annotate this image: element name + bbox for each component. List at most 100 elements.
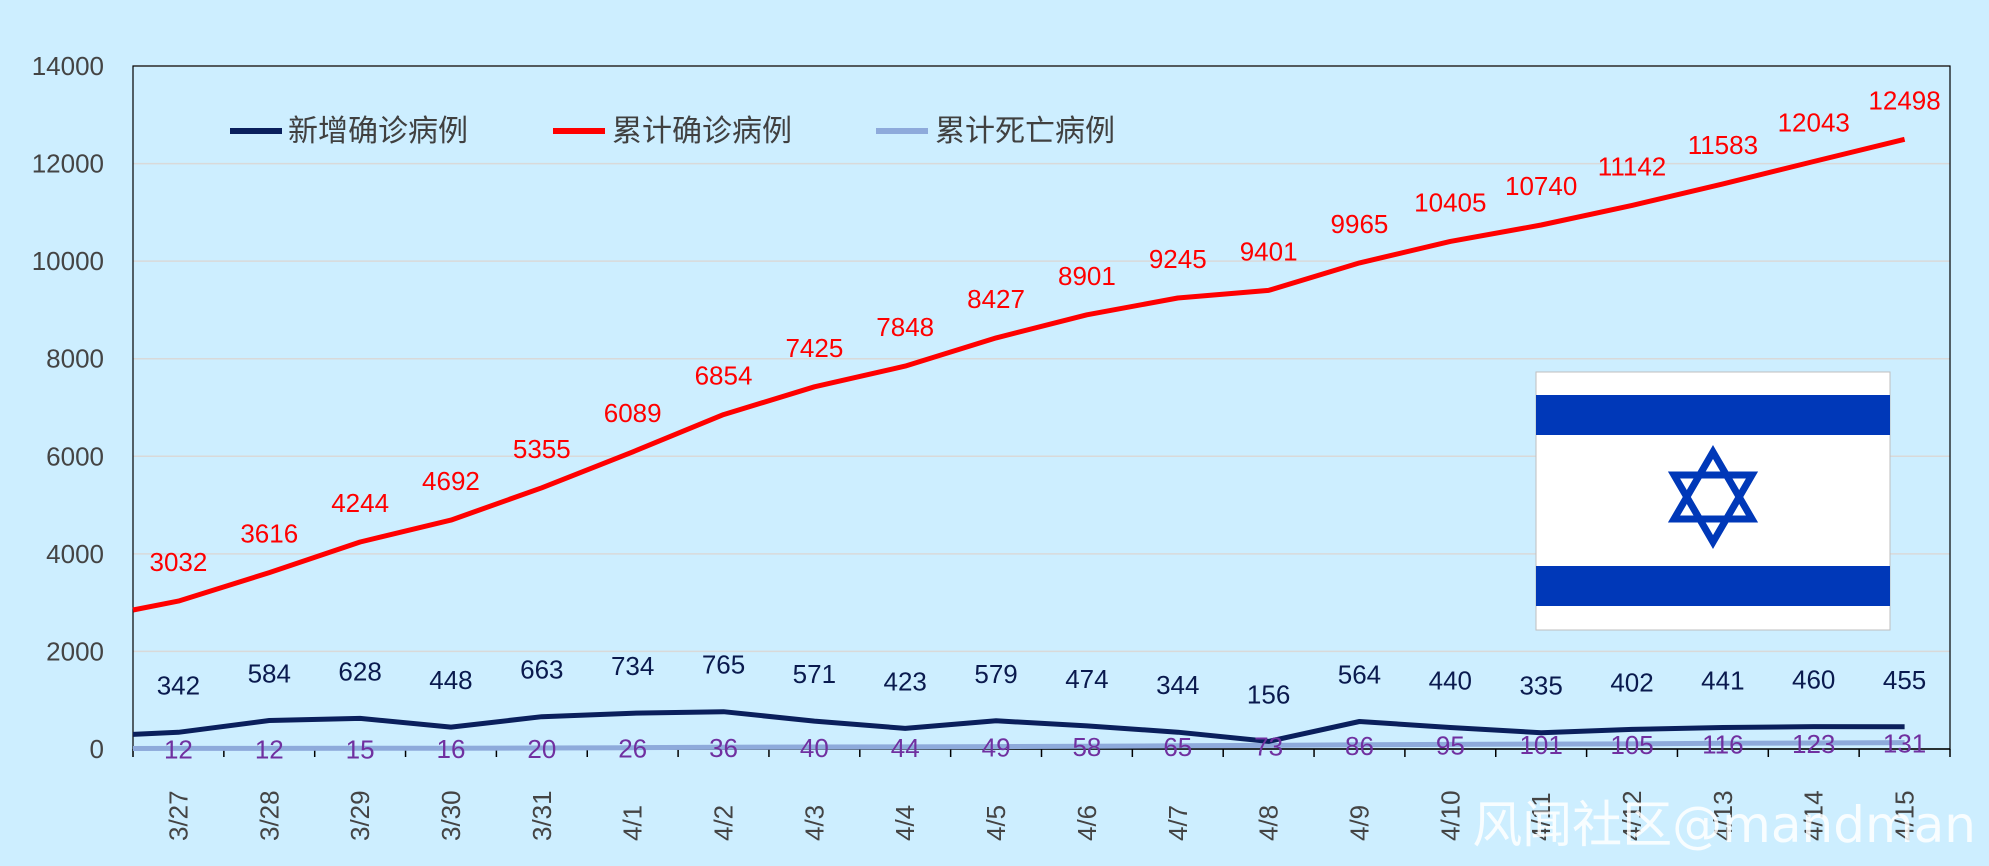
star-of-david-down-triangle bbox=[1667, 471, 1759, 549]
x-tick-label-4-1: 4/1 bbox=[618, 805, 648, 841]
label-new-cases: 423 bbox=[884, 666, 927, 696]
y-tick-label-6000: 6000 bbox=[46, 441, 104, 471]
label-new-cases: 335 bbox=[1519, 671, 1562, 701]
legend-label-cumulative-cases: 累计确诊病例 bbox=[612, 114, 792, 149]
label-new-cases: 448 bbox=[429, 665, 472, 695]
label-cumulative-cases: 3032 bbox=[150, 547, 208, 577]
label-new-cases: 440 bbox=[1429, 666, 1472, 696]
label-cumulative-deaths: 49 bbox=[982, 733, 1011, 763]
x-tick-label-4-8: 4/8 bbox=[1254, 805, 1284, 841]
label-new-cases: 571 bbox=[793, 659, 836, 689]
legend-entry-cumulative-deaths: 累计死亡病例 bbox=[876, 114, 1115, 149]
label-new-cases: 579 bbox=[974, 659, 1017, 689]
label-cumulative-cases: 3616 bbox=[240, 519, 298, 549]
label-cumulative-deaths: 44 bbox=[891, 733, 920, 763]
legend-entry-cumulative-cases: 累计确诊病例 bbox=[553, 114, 792, 149]
series-layer bbox=[132, 136, 1906, 751]
label-new-cases: 474 bbox=[1065, 664, 1108, 694]
y-tick-label-14000: 14000 bbox=[32, 51, 104, 81]
data-labels: 3032361642444692535560896854742578488427… bbox=[150, 85, 1941, 764]
label-cumulative-cases: 5355 bbox=[513, 434, 571, 464]
label-cumulative-deaths: 86 bbox=[1345, 731, 1374, 761]
series-line-cumulative-deaths bbox=[132, 740, 1905, 751]
series-line-new-cases bbox=[132, 709, 1905, 744]
x-tick-label-4-3: 4/3 bbox=[799, 805, 829, 841]
x-tick-label-4-11: 4/11 bbox=[1526, 792, 1556, 841]
label-new-cases: 455 bbox=[1883, 665, 1926, 695]
x-tick-label-3-30: 3/30 bbox=[436, 790, 466, 841]
x-tick-label-3-29: 3/29 bbox=[345, 790, 375, 841]
label-cumulative-cases: 10405 bbox=[1414, 187, 1486, 217]
label-new-cases: 564 bbox=[1338, 659, 1381, 689]
x-tick-label-4-5: 4/5 bbox=[981, 805, 1011, 841]
legend-label-cumulative-deaths: 累计死亡病例 bbox=[935, 114, 1115, 149]
x-tick-label-4-6: 4/6 bbox=[1072, 805, 1102, 841]
label-cumulative-deaths: 40 bbox=[800, 733, 829, 763]
label-cumulative-deaths: 16 bbox=[437, 734, 466, 764]
label-new-cases: 344 bbox=[1156, 670, 1199, 700]
series-line-cumulative-cases bbox=[132, 136, 1906, 613]
x-tick-label-3-28: 3/28 bbox=[254, 790, 284, 841]
label-cumulative-cases: 8427 bbox=[967, 284, 1025, 314]
x-tick-label-4-7: 4/7 bbox=[1163, 805, 1193, 841]
y-tick-label-10000: 10000 bbox=[32, 246, 104, 276]
y-tick-label-8000: 8000 bbox=[46, 344, 104, 374]
label-cumulative-deaths: 123 bbox=[1792, 729, 1835, 759]
label-new-cases: 663 bbox=[520, 655, 563, 685]
label-cumulative-deaths: 131 bbox=[1883, 729, 1926, 759]
label-new-cases: 734 bbox=[611, 651, 654, 681]
legend: 新增确诊病例 累计确诊病例 累计死亡病例 bbox=[230, 114, 1115, 149]
x-tick-label-4-13: 4/13 bbox=[1708, 790, 1738, 841]
label-cumulative-deaths: 65 bbox=[1163, 732, 1192, 762]
star-of-david-up-triangle bbox=[1667, 445, 1759, 523]
x-tick-label-4-15: 4/15 bbox=[1890, 790, 1920, 841]
label-cumulative-cases: 6854 bbox=[695, 361, 753, 391]
label-cumulative-cases: 7425 bbox=[785, 333, 843, 363]
label-cumulative-cases: 9965 bbox=[1331, 209, 1389, 239]
y-axis: 0 2000 4000 6000 8000 10000 12000 14000 bbox=[32, 51, 104, 764]
label-cumulative-cases: 11142 bbox=[1598, 151, 1666, 181]
label-cumulative-cases: 6089 bbox=[604, 398, 662, 428]
label-cumulative-cases: 4244 bbox=[331, 488, 389, 518]
label-cumulative-deaths: 36 bbox=[709, 733, 738, 763]
label-cumulative-deaths: 12 bbox=[255, 734, 284, 764]
y-tick-label-4000: 4000 bbox=[46, 539, 104, 569]
label-cumulative-deaths: 26 bbox=[618, 734, 647, 764]
label-cumulative-deaths: 12 bbox=[164, 734, 193, 764]
label-cumulative-cases: 11583 bbox=[1688, 130, 1758, 160]
label-cumulative-deaths: 101 bbox=[1519, 730, 1562, 760]
x-tick-label-4-4: 4/4 bbox=[890, 805, 920, 841]
label-new-cases: 584 bbox=[248, 659, 291, 689]
label-new-cases: 628 bbox=[338, 656, 381, 686]
label-cumulative-cases: 12043 bbox=[1778, 107, 1850, 137]
label-new-cases: 765 bbox=[702, 650, 745, 680]
x-tick-label-4-10: 4/10 bbox=[1435, 790, 1465, 841]
x-tick-label-4-9: 4/9 bbox=[1344, 805, 1374, 841]
label-cumulative-deaths: 95 bbox=[1436, 730, 1465, 760]
label-cumulative-deaths: 105 bbox=[1610, 730, 1653, 760]
flag-top-stripe bbox=[1536, 395, 1890, 435]
label-new-cases: 460 bbox=[1792, 665, 1835, 695]
label-cumulative-cases: 12498 bbox=[1868, 85, 1940, 115]
label-cumulative-deaths: 15 bbox=[346, 734, 375, 764]
label-cumulative-deaths: 20 bbox=[527, 734, 556, 764]
label-cumulative-deaths: 116 bbox=[1702, 729, 1743, 759]
label-new-cases: 156 bbox=[1247, 679, 1290, 709]
label-cumulative-cases: 9401 bbox=[1240, 236, 1298, 266]
y-tick-label-2000: 2000 bbox=[46, 636, 104, 666]
label-cumulative-deaths: 58 bbox=[1072, 732, 1101, 762]
label-cumulative-cases: 7848 bbox=[876, 312, 934, 342]
label-cumulative-deaths: 73 bbox=[1254, 731, 1283, 761]
label-cumulative-cases: 4692 bbox=[422, 466, 480, 496]
x-tick-label-4-14: 4/14 bbox=[1799, 790, 1829, 841]
label-cumulative-cases: 9245 bbox=[1149, 244, 1207, 274]
label-cumulative-cases: 8901 bbox=[1058, 261, 1116, 291]
label-cumulative-cases: 10740 bbox=[1505, 171, 1577, 201]
x-tick-label-3-27: 3/27 bbox=[163, 790, 193, 841]
flag-bottom-stripe bbox=[1536, 566, 1890, 606]
x-axis: 3/27 3/28 3/29 3/30 3/31 4/1 4/2 4/3 4/4 4/5 4/6 4/… bbox=[132, 748, 1951, 841]
x-tick-label-4-2: 4/2 bbox=[709, 805, 739, 841]
legend-label-new-cases: 新增确诊病例 bbox=[288, 114, 468, 149]
x-tick-label-3-31: 3/31 bbox=[527, 790, 557, 841]
